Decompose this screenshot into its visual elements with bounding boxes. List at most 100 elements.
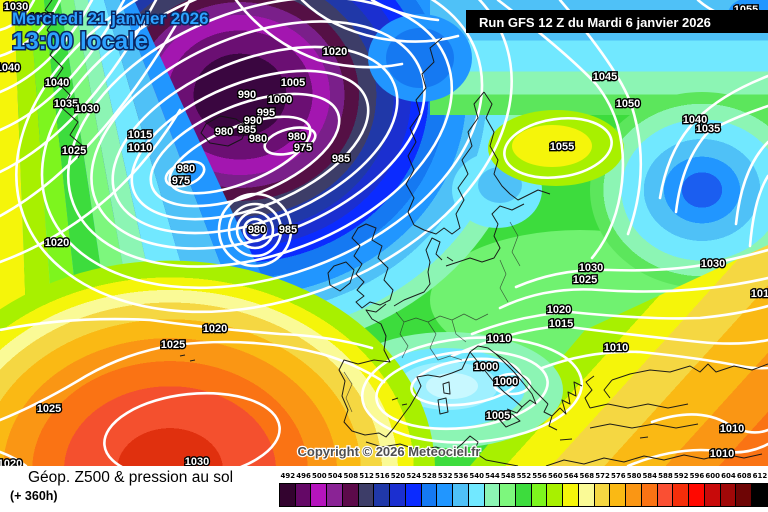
pressure-label: 1035 [29,12,53,24]
colorbar-column: 508 [341,470,359,507]
colorbar-cell [625,483,642,507]
colorbar-column: 600 [703,470,721,507]
colorbar-cell [310,483,328,507]
pressure-label: 1025 [62,145,86,157]
colorbar-column: 552 [515,470,532,507]
colorbar-tick-label: 572 [595,472,610,480]
colorbar-column: 544 [483,470,501,507]
colorbar-column: 516 [373,470,391,507]
pressure-label: 1020 [323,46,347,58]
colorbar-column: 528 [420,470,438,507]
colorbar-column: 588 [656,470,674,507]
colorbar-column: 524 [404,470,422,507]
pressure-label: 1030 [579,262,603,274]
colorbar-column: 500 [310,470,328,507]
z500-colorbar: 492 496 500 504 508 512 516 520 524 528 532 536 540 5… [279,470,768,507]
colorbar-cell [341,483,359,507]
colorbar-cell [703,483,721,507]
colorbar-cell [640,483,658,507]
pressure-label: 1000 [474,361,498,373]
colorbar-tick-label: 600 [705,472,720,480]
colorbar-tick-label: 524 [406,472,422,480]
colorbar-tick-label: 492 [280,472,296,480]
colorbar-cell [389,483,406,507]
run-info-background [466,10,768,33]
pressure-label: 1025 [37,403,61,415]
pressure-label: 1035 [54,98,78,110]
pressure-label: 1000 [494,376,518,388]
pressure-label: 1040 [45,77,69,89]
colorbar-cell [279,483,296,507]
colorbar-cell [499,483,517,507]
pressure-label: 1030 [701,258,725,270]
date-stamp: Mercredi 21 janvier 2026 13:00 locale [11,8,211,57]
pressure-label: 985 [332,153,350,165]
pressure-label: 1010 [720,423,744,435]
colorbar-tick-label: 588 [658,472,673,480]
pressure-label: 1055 [550,141,574,153]
pressure-label: 1020 [547,304,571,316]
colorbar-column: 556 [530,470,548,507]
colorbar-tick-label: 512 [359,472,374,480]
pressure-label: 975 [294,142,312,154]
valid-date-text: Mercredi 21 janvier 2026 [12,9,209,28]
colorbar-cell [294,483,312,507]
colorbar-cell [593,483,611,507]
colorbar-cell [672,483,690,507]
colorbar-tick-label: 576 [610,472,626,480]
colorbar-tick-label: 556 [532,472,547,480]
pressure-label: 985 [238,124,256,136]
pressure-label: 980 [248,224,266,236]
colorbar-tick-label: 536 [453,472,469,480]
colorbar-tick-label: 584 [642,472,658,480]
colorbar-column: 604 [719,470,737,507]
colorbar-tick-label: 568 [579,472,595,480]
colorbar-cell [452,483,469,507]
pressure-label: 980 [249,133,267,145]
pressure-label: 1025 [573,274,597,286]
colorbar-cell [688,483,705,507]
colorbar-column: 532 [436,470,454,507]
colorbar-tick-label: 596 [689,472,705,480]
colorbar-column: 584 [640,470,658,507]
pressure-label: 990 [244,115,262,127]
run-info-box: Run GFS 12 Z du Mardi 6 janvier 2026 [466,10,768,33]
run-info-text: Run GFS 12 Z du Mardi 6 janvier 2026 [479,15,711,30]
pressure-label: 980 [288,131,306,143]
colorbar-tick-label: 540 [469,472,484,480]
pressure-label: 1010 [710,448,734,460]
colorbar-column: 520 [389,470,406,507]
colorbar-column: 492 [279,470,296,507]
colorbar-tick-label: 508 [343,472,359,480]
colorbar-column: 548 [499,470,517,507]
pressure-label: 1010 [128,142,152,154]
colorbar-tick-label: 504 [327,472,343,480]
colorbar-cell [420,483,438,507]
colorbar-cell [373,483,391,507]
pressure-label: 1020 [0,458,22,466]
colorbar-column: 568 [577,470,595,507]
colorbar-column: 612 [751,470,768,507]
pressure-label: 1010 [604,342,628,354]
pressure-label: 1005 [486,410,510,422]
pressure-label: 1015 [128,129,152,141]
colorbar-tick-label: 520 [390,472,406,480]
pressure-label: 1010 [487,333,511,345]
colorbar-cell [483,483,501,507]
colorbar-cell [515,483,532,507]
pressure-label: 1035 [696,123,720,135]
colorbar-tick-label: 528 [422,472,437,480]
colorbar-tick-label: 612 [752,472,768,480]
colorbar-cell [467,483,485,507]
colorbar-tick-label: 500 [312,472,327,480]
colorbar-column: 512 [357,470,375,507]
colorbar-tick-label: 496 [296,472,311,480]
colorbar-tick-label: 516 [374,472,390,480]
colorbar-cell [656,483,674,507]
colorbar-tick-label: 604 [721,472,736,480]
pressure-label: 1005 [281,77,305,89]
coastlines [44,0,768,466]
pressure-label: 995 [257,107,275,119]
colorbar-tick-label: 592 [673,472,689,480]
